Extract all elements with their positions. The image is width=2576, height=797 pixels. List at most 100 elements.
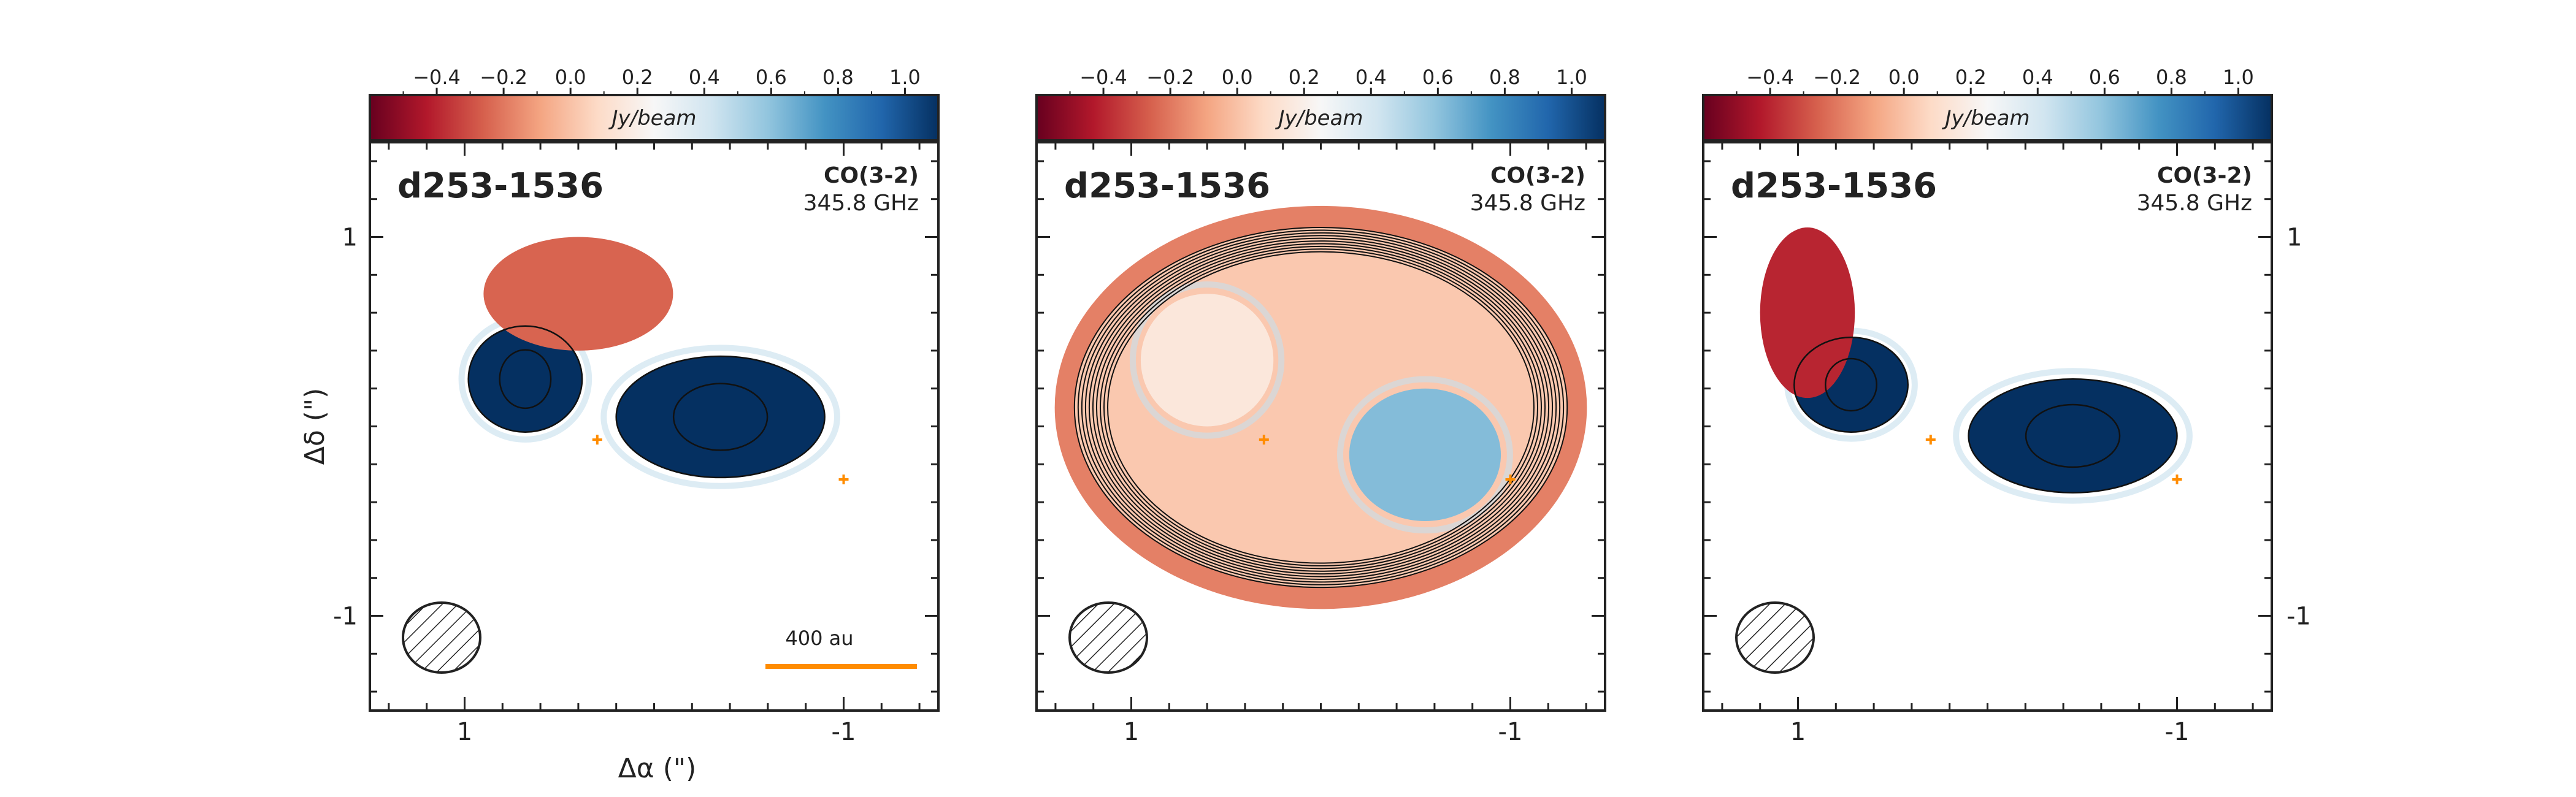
contour-line (1968, 378, 2178, 494)
colorbar: −0.4 −0.2 0.0 0.2 0.4 0.6 0.8 1.0 Jy/beam (369, 66, 940, 142)
emission-lobe (468, 326, 583, 432)
frequency-label: 345.8 GHz (803, 191, 919, 216)
contour-line (1099, 245, 1543, 570)
beam-outline (1735, 601, 1815, 674)
contour-line (499, 349, 552, 410)
emission-lobe (1140, 294, 1274, 427)
emission-map (1054, 205, 1587, 609)
colorbar-tick-label: 0.6 (2089, 66, 2120, 89)
contour-line (1084, 235, 1557, 580)
contour-line (1073, 227, 1568, 589)
negative-emission (1760, 227, 1855, 398)
emission-lobe (616, 356, 825, 478)
colorbar-tick-label: 0.2 (1289, 66, 1320, 89)
line-label: CO(3-2) (1490, 163, 1585, 188)
colorbar-tick-label: −0.2 (1146, 66, 1194, 89)
colorbar-gradient (1702, 94, 2273, 142)
line-label: CO(3-2) (2157, 163, 2252, 188)
panel-2: 1 -1 d253-1536 CO(3-2) 345.8 GHz −0.4 −0.2 0.0 0… (1035, 66, 1606, 746)
emission-map (458, 237, 840, 489)
star-marker (2172, 475, 2182, 485)
frequency-label: 345.8 GHz (2137, 191, 2252, 216)
emission-lobe (1968, 379, 2177, 493)
contour-line (2025, 403, 2121, 468)
contours (467, 325, 826, 479)
contour-line (1095, 243, 1546, 572)
colorbar-tick-label: 0.6 (756, 66, 787, 89)
colorbar-tick-label: 0.4 (2022, 66, 2053, 89)
panel-1: 400 au 1 -1 1 -1 Δα (") Δδ (") d253-1536 CO(3-2)… (299, 66, 940, 784)
x-tick-label: 1 (1124, 718, 1139, 746)
beam-outline (1068, 601, 1148, 674)
colorbar-tick-label: −0.2 (480, 66, 527, 89)
line-label: CO(3-2) (824, 163, 919, 188)
colorbar-label: Jy/beam (608, 106, 696, 131)
contour-line (1107, 251, 1535, 564)
y-tick-label: 1 (342, 224, 358, 252)
colorbar-gradient (1035, 94, 1606, 142)
contour-line (672, 383, 769, 451)
x-tick-label: 1 (1790, 718, 1806, 746)
x-axis-label: Δα (") (618, 753, 697, 784)
colorbar-tick-label: 0.0 (1222, 66, 1253, 89)
contour-line (1081, 232, 1561, 583)
colorbar-label: Jy/beam (1275, 106, 1363, 131)
contour-line (615, 355, 826, 479)
axis-ticks (1037, 142, 1605, 711)
y-axis-label: Δδ (") (299, 388, 331, 465)
y-tick-label: -1 (2287, 603, 2311, 631)
colorbar-gradient (369, 94, 940, 142)
star-marker (1505, 475, 1516, 485)
source-name: d253-1536 (1064, 166, 1270, 206)
colorbar-tick-label: 0.0 (555, 66, 586, 89)
colorbar-tick-label: −0.4 (413, 66, 461, 89)
contour-line (1793, 337, 1909, 433)
y-tick-label: -1 (333, 603, 358, 631)
colorbar-tick-label: 0.8 (2156, 66, 2187, 89)
emission-lobe (1349, 388, 1501, 521)
source-name: d253-1536 (1731, 166, 1937, 206)
contour-line (1077, 229, 1565, 585)
colorbar-tick-label: −0.4 (1079, 66, 1127, 89)
star-marker (592, 435, 602, 445)
axis-ticks (1703, 142, 2272, 711)
colorbar-tick-label: 0.8 (1489, 66, 1520, 89)
lobe-edge (1953, 368, 2193, 504)
source-name: d253-1536 (397, 166, 604, 206)
x-tick-label: 1 (457, 718, 472, 746)
contour-line (467, 325, 583, 433)
contour-line (1092, 240, 1550, 575)
lobe-edge (1337, 376, 1513, 534)
colorbar-tick-label: −0.2 (1813, 66, 1861, 89)
colorbar-tick-label: 0.2 (1955, 66, 1987, 89)
emission-map (1760, 227, 2193, 504)
axis-ticks (370, 142, 938, 711)
x-tick-label: -1 (832, 718, 856, 746)
colorbar: −0.4 −0.2 0.0 0.2 0.4 0.6 0.8 1.0 Jy/beam (1035, 66, 1606, 142)
colorbar-tick-label: 1.0 (889, 66, 921, 89)
lobe-edge (1129, 281, 1285, 439)
beam-outline (402, 601, 481, 674)
colorbar-tick-label: 1.0 (2223, 66, 2254, 89)
colorbar-tick-label: 0.4 (689, 66, 720, 89)
colorbar: −0.4 −0.2 0.0 0.2 0.4 0.6 0.8 1.0 Jy/beam (1702, 66, 2273, 142)
frequency-label: 345.8 GHz (1470, 191, 1585, 216)
y-tick-label: 1 (2287, 224, 2302, 252)
contour-line (1103, 248, 1538, 566)
star-marker (838, 475, 849, 485)
star-marker (1925, 435, 1936, 445)
star-marker (1259, 435, 1269, 445)
lobe-edge (600, 345, 840, 489)
x-tick-label: -1 (1498, 718, 1523, 746)
colorbar-label: Jy/beam (1941, 106, 2030, 131)
colorbar-tick-label: 0.6 (1422, 66, 1454, 89)
contour-line (1088, 237, 1554, 578)
colorbar-tick-label: −0.4 (1746, 66, 1794, 89)
negative-emission (483, 237, 673, 351)
colorbar-tick-label: 0.8 (822, 66, 854, 89)
panel-3: 1 -1 1 -1 d253-1536 CO(3-2) 345.8 GHz −0.4 −0.2 0… (1702, 66, 2311, 746)
x-tick-label: -1 (2165, 718, 2190, 746)
colorbar-tick-label: 1.0 (1556, 66, 1587, 89)
contours (1073, 227, 1568, 589)
